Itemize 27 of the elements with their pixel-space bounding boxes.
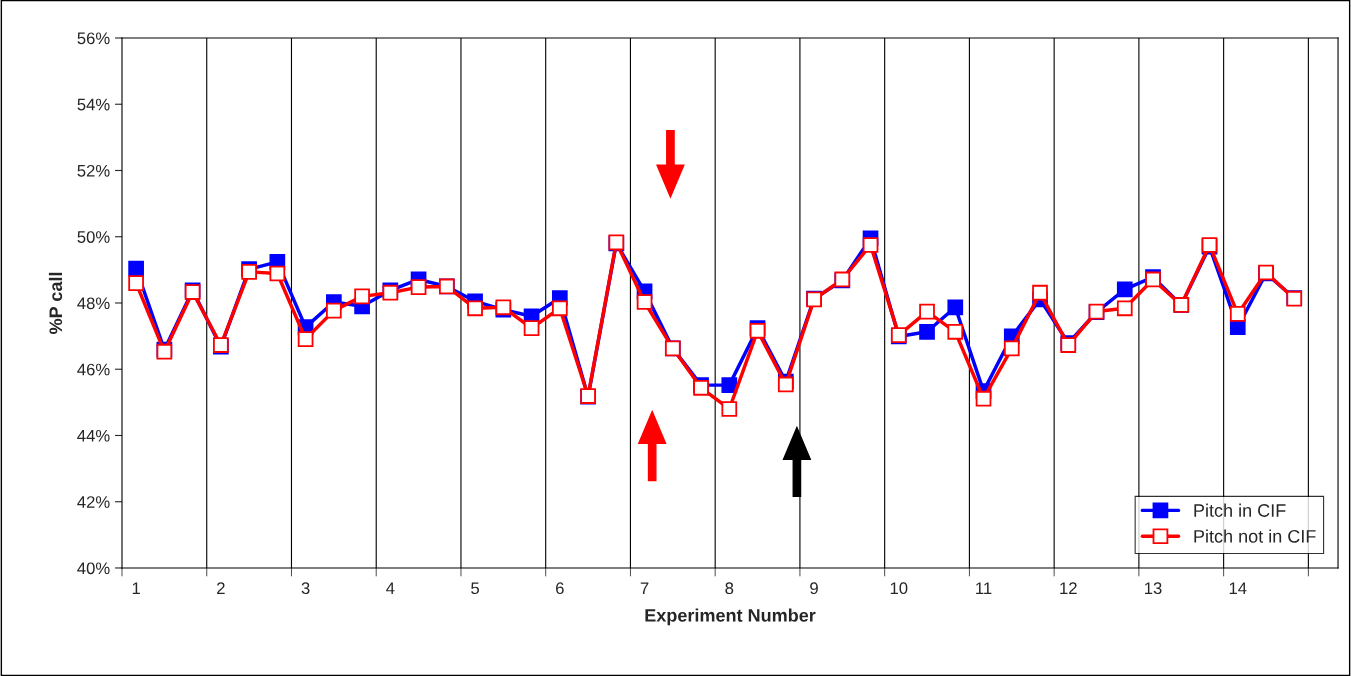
y-tick-label: 48% [77, 297, 110, 310]
x-tick-label: 11 [976, 582, 992, 594]
x-tick-label: 10 [890, 582, 908, 595]
y-tick-label: 46% [77, 363, 110, 376]
y-tick-label: 42% [77, 496, 110, 508]
x-tick-label: 8 [725, 582, 734, 595]
legend-label: Pitch in CIF [1194, 503, 1286, 517]
x-tick-label: 2 [217, 582, 225, 594]
x-tick-label: 3 [301, 582, 310, 595]
x-tick-label: 14 [1229, 582, 1247, 594]
y-tick-label: 52% [77, 164, 110, 177]
x-tick-label: 5 [471, 582, 480, 595]
legend-label: Pitch not in CIF [1194, 529, 1316, 543]
y-tick-label: 54% [77, 98, 110, 111]
x-axis-title: Experiment Number [645, 608, 816, 626]
x-tick-label: 7 [640, 582, 649, 594]
x-tick-label: 1 [132, 582, 140, 594]
x-tick-label: 12 [1060, 582, 1077, 594]
y-tick-label: 56% [77, 32, 110, 45]
y-axis-title: %P call [48, 272, 63, 334]
x-tick-label: 9 [810, 582, 818, 595]
y-tick-label: 50% [77, 231, 110, 243]
y-tick-label: 44% [77, 429, 110, 442]
y-tick-label: 40% [77, 562, 110, 575]
x-tick-label: 4 [386, 582, 395, 594]
x-tick-label: 13 [1145, 582, 1162, 595]
x-tick-label: 6 [556, 582, 564, 595]
